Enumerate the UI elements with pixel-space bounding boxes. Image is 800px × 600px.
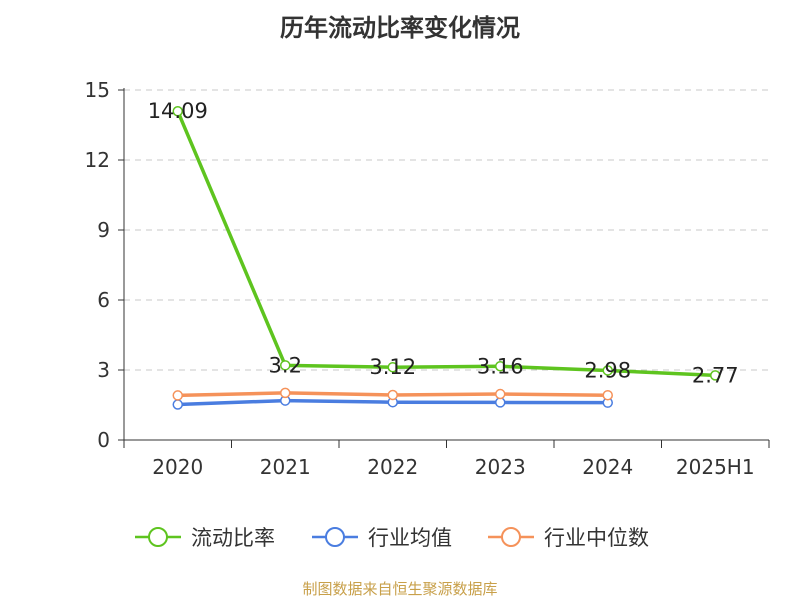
y-tick-label: 6 bbox=[97, 288, 110, 312]
data-point bbox=[172, 390, 183, 401]
data-point bbox=[602, 389, 613, 401]
data-source-note: 制图数据来自恒生聚源数据库 bbox=[302, 580, 498, 598]
x-tick-label: 2023 bbox=[475, 455, 526, 479]
chart-title: 历年流动比率变化情况 bbox=[280, 14, 520, 42]
series-lines bbox=[172, 105, 721, 410]
legend-item[interactable]: 行业中位数 bbox=[488, 526, 649, 550]
series-line bbox=[176, 109, 717, 378]
data-label: 3.16 bbox=[477, 354, 524, 378]
x-tick-label: 2024 bbox=[582, 455, 633, 479]
data-label: 2.98 bbox=[584, 358, 631, 382]
y-tick-label: 9 bbox=[97, 218, 110, 242]
legend-marker bbox=[501, 527, 521, 547]
data-label: 3.2 bbox=[269, 353, 302, 377]
legend-item[interactable]: 行业均值 bbox=[312, 526, 452, 550]
y-tick-label: 3 bbox=[97, 358, 110, 382]
data-point bbox=[495, 361, 506, 372]
data-label: 3.12 bbox=[369, 355, 416, 379]
data-point bbox=[710, 370, 721, 381]
legend-label: 行业均值 bbox=[368, 526, 452, 550]
data-point bbox=[280, 360, 291, 371]
y-tick-label: 0 bbox=[97, 428, 110, 452]
data-label: 2.77 bbox=[692, 363, 739, 387]
legend-marker bbox=[148, 527, 168, 547]
legend-label: 行业中位数 bbox=[544, 526, 649, 550]
y-tick-label: 12 bbox=[85, 148, 110, 172]
x-tick-label: 2020 bbox=[152, 455, 203, 479]
x-tick-label: 2021 bbox=[260, 455, 311, 479]
legend-item[interactable]: 流动比率 bbox=[135, 526, 275, 550]
data-label: 14.09 bbox=[148, 99, 208, 123]
data-point bbox=[387, 389, 398, 401]
legend-marker bbox=[325, 527, 345, 547]
data-point bbox=[602, 365, 613, 376]
grid-lines bbox=[124, 89, 769, 371]
data-point bbox=[172, 399, 183, 410]
data-point bbox=[280, 387, 291, 399]
x-tick-label: 2022 bbox=[367, 455, 418, 479]
y-tick-label: 15 bbox=[85, 78, 110, 102]
legend[interactable]: 流动比率 行业均值 行业中位数 bbox=[135, 526, 649, 550]
data-point bbox=[172, 105, 183, 117]
axes: 0 3 6 9 12 15 2020 2021 2022 2023 2024 2025H1 bbox=[85, 78, 770, 479]
data-labels: 14.09 3.2 3.12 3.16 2.98 2.77 bbox=[148, 99, 739, 387]
x-tick-label: 2025H1 bbox=[676, 455, 755, 479]
data-point bbox=[495, 388, 506, 400]
data-point bbox=[387, 361, 398, 373]
legend-label: 流动比率 bbox=[191, 526, 275, 550]
